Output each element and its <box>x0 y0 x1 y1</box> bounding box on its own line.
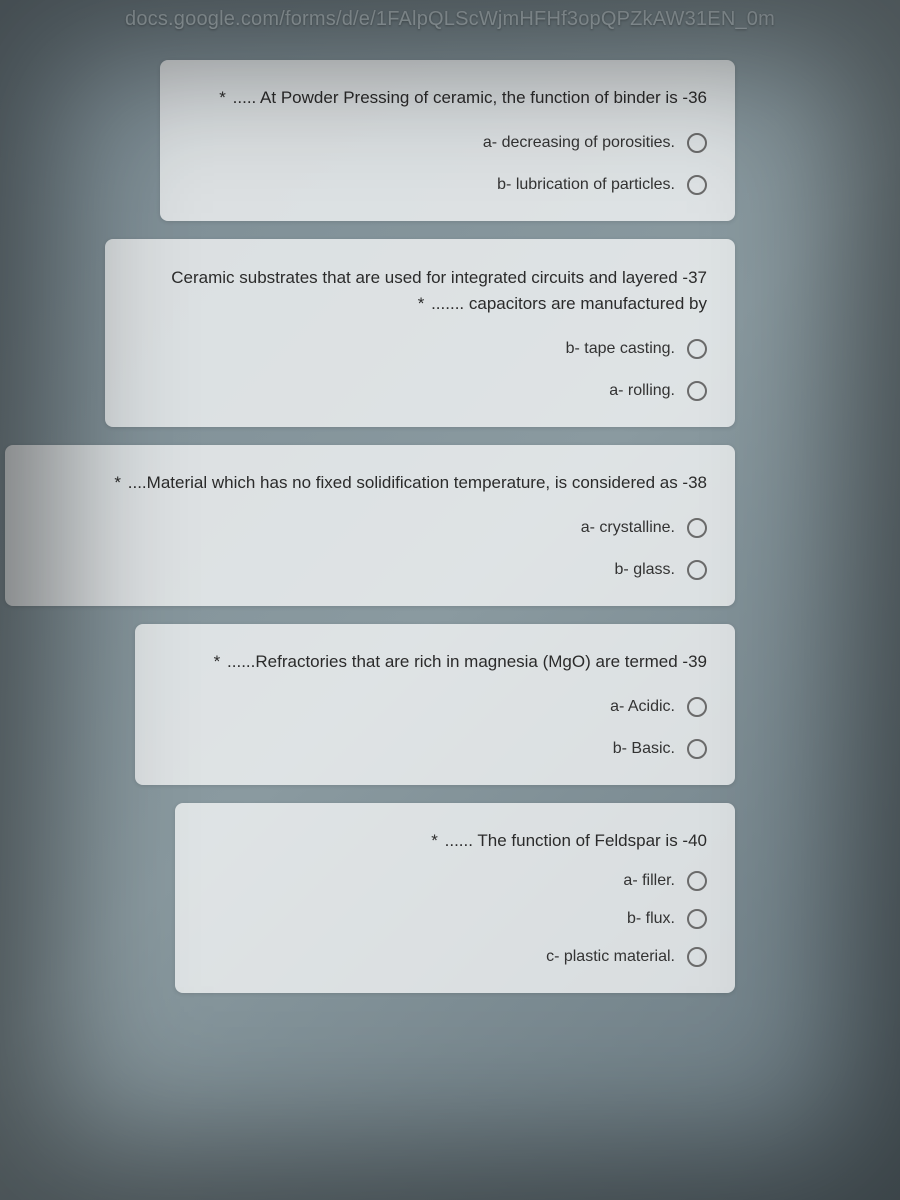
option-label: a- crystalline. <box>581 519 675 537</box>
radio-icon[interactable] <box>687 560 707 580</box>
radio-icon[interactable] <box>687 947 707 967</box>
question-title: Ceramic substrates that are used for int… <box>133 265 707 318</box>
radio-icon[interactable] <box>687 909 707 929</box>
question-text-line2: ....... capacitors are manufactured by <box>431 294 707 313</box>
required-star: * <box>114 473 121 492</box>
question-card-36: * ..... At Powder Pressing of ceramic, t… <box>160 60 735 221</box>
form-page: * ..... At Powder Pressing of ceramic, t… <box>0 60 900 1200</box>
option-label: c- plastic material. <box>546 948 675 966</box>
option-label: b- glass. <box>615 561 675 579</box>
question-text: ..... At Powder Pressing of ceramic, the… <box>233 88 707 107</box>
question-card-38: * ....Material which has no fixed solidi… <box>5 445 735 606</box>
question-text: ...... The function of Feldspar is -40 <box>445 831 707 850</box>
option-label: a- rolling. <box>609 382 675 400</box>
option-row[interactable]: b- tape casting. <box>566 339 707 359</box>
radio-icon[interactable] <box>687 175 707 195</box>
option-label: a- filler. <box>623 872 675 890</box>
required-star: * <box>219 88 226 107</box>
radio-icon[interactable] <box>687 133 707 153</box>
option-row[interactable]: a- filler. <box>623 871 707 891</box>
url-bar: docs.google.com/forms/d/e/1FAlpQLScWjmHF… <box>0 8 900 31</box>
required-star: * <box>214 652 221 671</box>
option-label: a- Acidic. <box>610 698 675 716</box>
question-title: * ......Refractories that are rich in ma… <box>163 650 707 675</box>
option-row[interactable]: a- rolling. <box>609 381 707 401</box>
question-text: ......Refractories that are rich in magn… <box>227 652 707 671</box>
required-star: * <box>418 294 425 313</box>
question-text: ....Material which has no fixed solidifi… <box>128 473 707 492</box>
option-row[interactable]: a- crystalline. <box>581 518 707 538</box>
radio-icon[interactable] <box>687 697 707 717</box>
radio-icon[interactable] <box>687 381 707 401</box>
option-label: b- flux. <box>627 910 675 928</box>
option-row[interactable]: a- Acidic. <box>610 697 707 717</box>
required-star: * <box>431 831 438 850</box>
question-card-37: Ceramic substrates that are used for int… <box>105 239 735 428</box>
option-row[interactable]: a- decreasing of porosities. <box>483 133 707 153</box>
option-row[interactable]: c- plastic material. <box>546 947 707 967</box>
option-row[interactable]: b- glass. <box>615 560 707 580</box>
option-row[interactable]: b- lubrication of particles. <box>497 175 707 195</box>
option-row[interactable]: b- Basic. <box>613 739 707 759</box>
option-row[interactable]: b- flux. <box>627 909 707 929</box>
question-title: * ...... The function of Feldspar is -40 <box>203 829 707 854</box>
radio-icon[interactable] <box>687 739 707 759</box>
option-label: b- Basic. <box>613 740 675 758</box>
question-text-line1: Ceramic substrates that are used for int… <box>171 268 707 287</box>
option-label: a- decreasing of porosities. <box>483 134 675 152</box>
question-title: * ..... At Powder Pressing of ceramic, t… <box>188 86 707 111</box>
question-title: * ....Material which has no fixed solidi… <box>33 471 707 496</box>
radio-icon[interactable] <box>687 871 707 891</box>
radio-icon[interactable] <box>687 518 707 538</box>
question-card-39: * ......Refractories that are rich in ma… <box>135 624 735 785</box>
radio-icon[interactable] <box>687 339 707 359</box>
option-label: b- tape casting. <box>566 340 675 358</box>
option-label: b- lubrication of particles. <box>497 176 675 194</box>
question-card-40: * ...... The function of Feldspar is -40… <box>175 803 735 994</box>
